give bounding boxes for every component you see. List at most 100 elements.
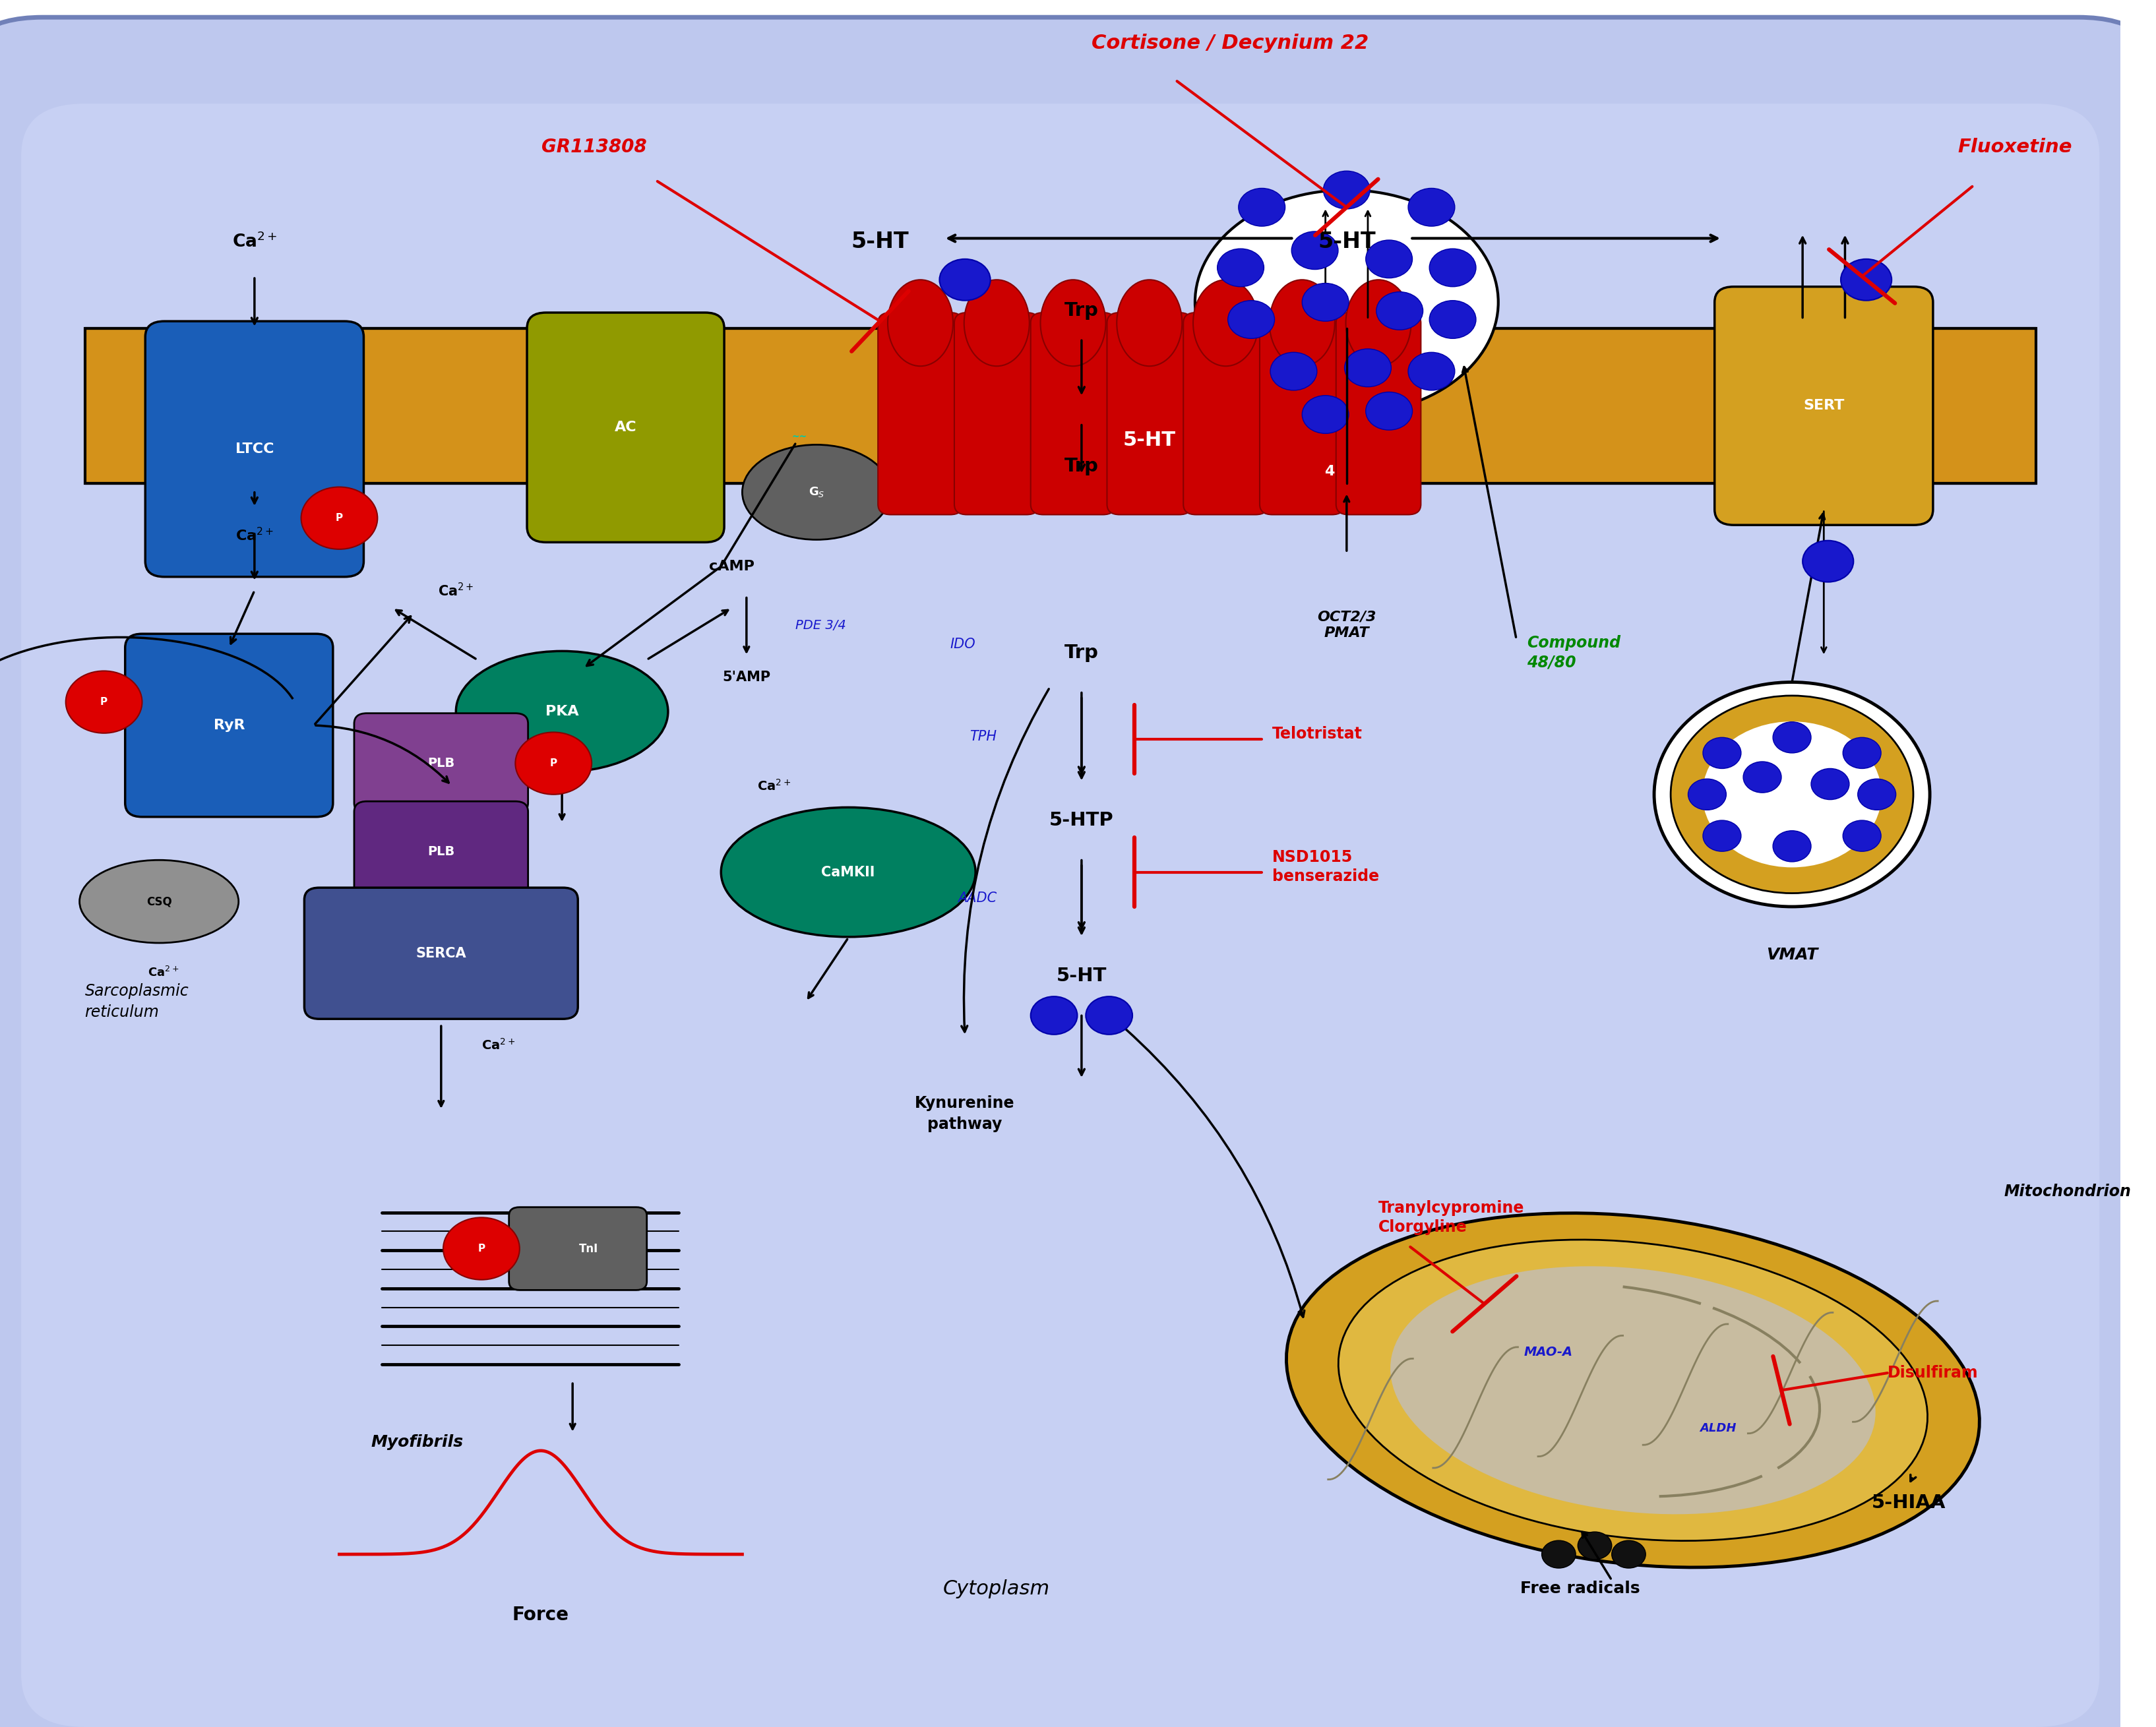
FancyBboxPatch shape (1184, 313, 1268, 515)
Text: Compound
48/80: Compound 48/80 (1526, 636, 1621, 670)
Text: cAMP: cAMP (709, 560, 755, 573)
Circle shape (1238, 188, 1285, 226)
FancyBboxPatch shape (1031, 313, 1115, 515)
Text: SERCA: SERCA (416, 946, 466, 960)
Text: TnI: TnI (578, 1243, 597, 1254)
Text: AC: AC (614, 421, 636, 433)
Text: Free radicals: Free radicals (1520, 1580, 1641, 1597)
Ellipse shape (1287, 1212, 1979, 1568)
Text: Disulfiram: Disulfiram (1886, 1364, 1979, 1382)
Text: 5-HT: 5-HT (1317, 231, 1376, 252)
Text: P: P (479, 1243, 485, 1254)
Text: ALDH: ALDH (1699, 1423, 1736, 1433)
Circle shape (940, 259, 990, 300)
Ellipse shape (1041, 280, 1106, 366)
Ellipse shape (720, 807, 975, 936)
Text: Trp: Trp (1065, 644, 1100, 661)
FancyBboxPatch shape (304, 888, 578, 1019)
Text: G$_S$: G$_S$ (808, 485, 824, 499)
Circle shape (1429, 249, 1477, 287)
Text: Mitochondrion: Mitochondrion (2005, 1183, 2132, 1200)
Circle shape (1365, 240, 1412, 278)
Text: Ca$^{2+}$: Ca$^{2+}$ (235, 527, 274, 544)
Circle shape (1843, 737, 1880, 769)
Text: Cortisone / Decynium 22: Cortisone / Decynium 22 (1091, 33, 1369, 54)
Ellipse shape (1339, 1240, 1927, 1540)
Circle shape (1841, 259, 1891, 300)
Circle shape (65, 670, 142, 732)
Text: PLB: PLB (427, 845, 455, 858)
Ellipse shape (1192, 280, 1259, 366)
Text: Trp: Trp (1065, 458, 1100, 475)
Circle shape (444, 1218, 520, 1280)
Circle shape (1270, 352, 1317, 390)
Circle shape (1345, 349, 1391, 387)
Text: PKA: PKA (545, 705, 578, 718)
Ellipse shape (1117, 280, 1181, 366)
Text: AADC: AADC (957, 891, 996, 905)
Ellipse shape (742, 446, 890, 541)
FancyBboxPatch shape (1259, 313, 1345, 515)
Circle shape (1772, 722, 1811, 753)
Text: CaMKII: CaMKII (821, 865, 875, 879)
Text: Ca$^{2+}$: Ca$^{2+}$ (149, 965, 179, 979)
Text: SERT: SERT (1802, 399, 1843, 413)
Circle shape (1324, 171, 1369, 209)
Ellipse shape (888, 280, 953, 366)
Text: Force: Force (513, 1606, 569, 1623)
Text: VMAT: VMAT (1766, 946, 1818, 964)
Circle shape (302, 487, 377, 549)
Circle shape (1031, 996, 1078, 1034)
Circle shape (1802, 541, 1854, 582)
Circle shape (1744, 762, 1781, 793)
Circle shape (1811, 769, 1850, 800)
FancyBboxPatch shape (1337, 313, 1421, 515)
Text: NSD1015
benserazide: NSD1015 benserazide (1272, 850, 1380, 884)
Ellipse shape (80, 860, 239, 943)
Text: 5-HT: 5-HT (1123, 430, 1175, 451)
Circle shape (1376, 292, 1423, 330)
Circle shape (1291, 231, 1339, 269)
Circle shape (1688, 779, 1727, 810)
Ellipse shape (964, 280, 1028, 366)
Ellipse shape (455, 651, 668, 772)
Circle shape (1542, 1540, 1576, 1568)
Circle shape (1578, 1532, 1613, 1559)
Text: Sarcoplasmic
reticulum: Sarcoplasmic reticulum (84, 983, 190, 1021)
Circle shape (1408, 352, 1455, 390)
FancyBboxPatch shape (22, 104, 2100, 1727)
Circle shape (1654, 682, 1930, 907)
Circle shape (1218, 249, 1263, 287)
FancyBboxPatch shape (354, 801, 528, 901)
Text: GR113808: GR113808 (541, 138, 647, 155)
Ellipse shape (1345, 280, 1412, 366)
Ellipse shape (1270, 280, 1335, 366)
Text: Ca$^{2+}$: Ca$^{2+}$ (757, 779, 791, 793)
Text: 4: 4 (1324, 465, 1335, 478)
Text: CSQ: CSQ (147, 896, 172, 907)
Circle shape (1229, 300, 1274, 338)
Ellipse shape (1391, 1266, 1876, 1515)
Circle shape (1408, 188, 1455, 226)
FancyBboxPatch shape (0, 17, 2156, 1727)
Circle shape (1772, 831, 1811, 862)
FancyBboxPatch shape (955, 313, 1039, 515)
Text: MAO-A: MAO-A (1524, 1345, 1572, 1359)
Text: TPH: TPH (970, 731, 996, 743)
Text: OCT2/3
PMAT: OCT2/3 PMAT (1317, 610, 1376, 641)
FancyBboxPatch shape (1106, 313, 1192, 515)
Text: ~~: ~~ (791, 432, 806, 442)
Text: Trp: Trp (1065, 302, 1100, 319)
Text: PLB: PLB (427, 756, 455, 770)
FancyBboxPatch shape (526, 313, 724, 542)
Circle shape (515, 732, 591, 794)
Text: RyR: RyR (213, 718, 244, 732)
Circle shape (1703, 722, 1882, 867)
Text: PDE 3/4: PDE 3/4 (796, 618, 845, 632)
Circle shape (1365, 392, 1412, 430)
Text: Ca$^{2+}$: Ca$^{2+}$ (233, 233, 276, 250)
Text: P: P (99, 698, 108, 706)
Circle shape (1671, 696, 1912, 893)
Text: IDO: IDO (951, 637, 975, 651)
Text: Myofibrils: Myofibrils (371, 1433, 464, 1451)
